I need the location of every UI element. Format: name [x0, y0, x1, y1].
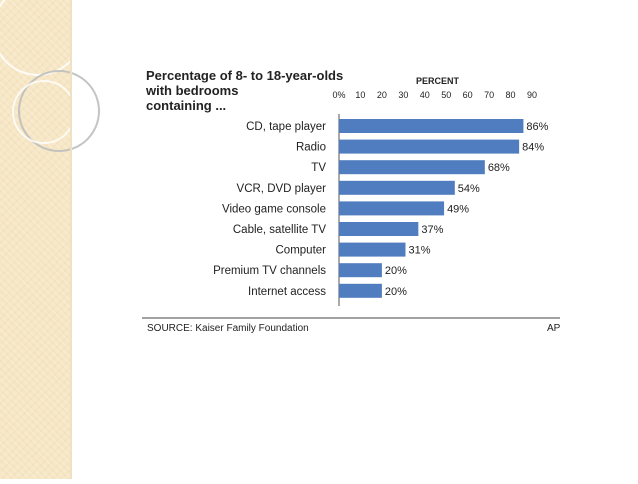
category-label: TV [311, 162, 326, 174]
value-label: 54% [458, 183, 480, 195]
chart-title: Percentage of 8- to 18-year-olds with be… [145, 68, 343, 113]
category-label: CD, tape player [246, 121, 326, 133]
x-tick-label: 70 [484, 90, 494, 100]
category-label: VCR, DVD player [237, 183, 327, 195]
chart-title-line-2: with bedrooms [145, 83, 238, 98]
category-label: Radio [296, 142, 326, 154]
category-label: Cable, satellite TV [233, 224, 326, 236]
category-label: Internet access [248, 286, 326, 298]
x-tick-label: 50 [441, 90, 451, 100]
value-label: 20% [385, 265, 407, 277]
credit-label: AP [547, 323, 561, 334]
source-note: SOURCE: Kaiser Family Foundation [147, 323, 309, 334]
decorative-side-band [0, 0, 100, 479]
bar [339, 283, 382, 298]
value-label: 68% [488, 162, 510, 174]
category-label: Video game console [222, 203, 326, 215]
value-label: 86% [526, 121, 548, 133]
bar-rows: CD, tape player 86% Radio 84% TV 68% VCR, DVD … [213, 119, 549, 298]
value-label: 31% [408, 245, 430, 257]
value-label: 37% [421, 224, 443, 236]
bar [339, 201, 445, 216]
category-label: Computer [276, 245, 327, 257]
bar [339, 160, 485, 175]
bar [339, 242, 406, 257]
x-tick-label: 60 [463, 90, 473, 100]
x-tick-label: 20 [377, 90, 387, 100]
axis-title: PERCENT [416, 76, 460, 86]
x-tick-label: 40 [420, 90, 430, 100]
x-tick-label: 90 [527, 90, 537, 100]
x-tick-label: 30 [398, 90, 408, 100]
bar [339, 222, 419, 236]
x-tick-label: 0% [332, 90, 345, 100]
chart-title-line-1: Percentage of 8- to 18-year-olds [146, 68, 343, 83]
decorative-circle-inner [12, 80, 76, 144]
chart-title-line-3: containing ... [146, 98, 226, 113]
bar [339, 139, 520, 154]
value-label: 84% [522, 142, 544, 154]
x-tick-label: 80 [506, 90, 516, 100]
value-label: 20% [385, 286, 407, 298]
x-axis-ticks: 0% 10 20 30 40 50 60 70 80 90 [332, 90, 537, 100]
bar [339, 180, 455, 195]
bar [339, 263, 382, 278]
value-label: 49% [447, 203, 469, 215]
side-band-edge [70, 0, 72, 479]
category-label: Premium TV channels [213, 265, 326, 277]
bar [339, 119, 524, 133]
x-tick-label: 10 [355, 90, 365, 100]
